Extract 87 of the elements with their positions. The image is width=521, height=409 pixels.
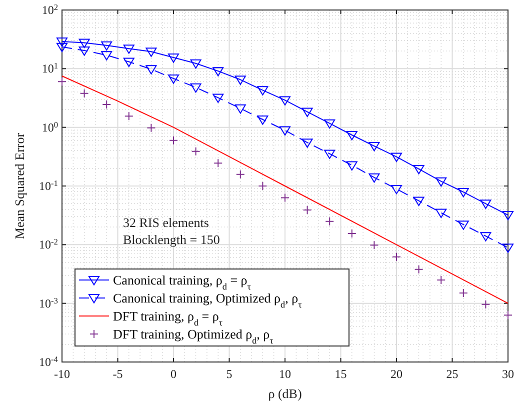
point (302, 138, 313, 148)
point (169, 136, 178, 145)
point (280, 193, 290, 202)
point (436, 177, 447, 187)
x-tick-label: 30 (502, 367, 514, 381)
annotation: Blocklength = 150 (123, 232, 220, 247)
x-tick-label: 5 (226, 367, 232, 381)
point (123, 44, 134, 54)
point (146, 48, 157, 57)
point (212, 67, 224, 76)
point (392, 252, 401, 262)
x-axis-title: ρ (dB) (268, 386, 302, 401)
x-tick-label: 25 (446, 367, 458, 381)
point (368, 173, 380, 183)
point (458, 288, 468, 298)
point (480, 200, 492, 209)
point (101, 51, 112, 60)
y-tick-label: 10$^{-3}$ (39, 296, 58, 310)
point (481, 300, 490, 309)
y-axis-title: Mean Squared Error (12, 132, 27, 240)
point (436, 275, 446, 284)
point (391, 152, 402, 162)
legend-label: DFT training, ρ$_{d}$ = ρ$_{τ}$ (113, 308, 223, 328)
point (190, 83, 202, 93)
point (146, 65, 157, 74)
point (56, 38, 68, 47)
point (78, 38, 90, 48)
x-tick-label: -10 (54, 367, 70, 381)
y-tick-label: 10$^{-2}$ (39, 237, 58, 252)
x-tick-label: 15 (334, 367, 347, 381)
point (346, 131, 358, 140)
point (102, 100, 112, 109)
y-tick-label: 10$^{-1}$ (39, 178, 58, 193)
point (146, 123, 156, 132)
point (258, 182, 268, 190)
point (80, 88, 89, 98)
point (212, 94, 224, 103)
point (123, 58, 134, 68)
point (502, 211, 514, 220)
x-tick-label: 0 (170, 367, 176, 381)
point (413, 164, 424, 174)
point (480, 232, 492, 242)
point (257, 116, 268, 125)
point (414, 264, 424, 274)
point (280, 96, 290, 106)
point (370, 240, 379, 250)
point (502, 244, 514, 253)
point (280, 126, 290, 136)
point (191, 146, 200, 156)
y-tick-label: 10$^{2}$ (42, 2, 58, 17)
point (346, 161, 358, 170)
x-tick-label: 10 (279, 367, 291, 381)
x-tick-label: -5 (112, 367, 123, 381)
point (458, 188, 469, 198)
point (257, 86, 268, 96)
point (168, 54, 179, 63)
point (234, 104, 246, 114)
point (214, 158, 223, 168)
legend-label: DFT training, Optimized ρ$_{d}$, ρ$_{τ}$ (113, 326, 274, 346)
point (458, 220, 469, 230)
point (413, 196, 424, 206)
x-tick-label: 20 (390, 367, 402, 381)
y-tick-label: 10$^{1}$ (42, 61, 58, 76)
y-tick-label: 10$^{-4}$ (39, 354, 59, 369)
point (236, 170, 245, 179)
point (368, 142, 380, 152)
point (302, 205, 312, 214)
point (324, 119, 336, 129)
point (168, 74, 179, 84)
point (234, 76, 246, 85)
point (101, 41, 112, 51)
point (56, 42, 68, 52)
point (124, 112, 134, 121)
annotation: 32 RIS elements (123, 215, 209, 230)
legend-label: Canonical training, Optimized ρ$_{d}$, ρ$_{τ}$ (113, 290, 302, 310)
point (325, 216, 334, 226)
point (391, 184, 402, 194)
point (347, 229, 356, 238)
point (190, 59, 202, 69)
legend-label: Canonical training, ρ$_{d}$ = ρ$_{τ}$ (113, 272, 252, 292)
point (324, 150, 336, 159)
point (504, 310, 512, 320)
point (436, 208, 447, 218)
point (78, 46, 90, 56)
point (58, 77, 66, 86)
point (302, 108, 313, 118)
y-tick-label: 10$^{0}$ (42, 120, 58, 134)
